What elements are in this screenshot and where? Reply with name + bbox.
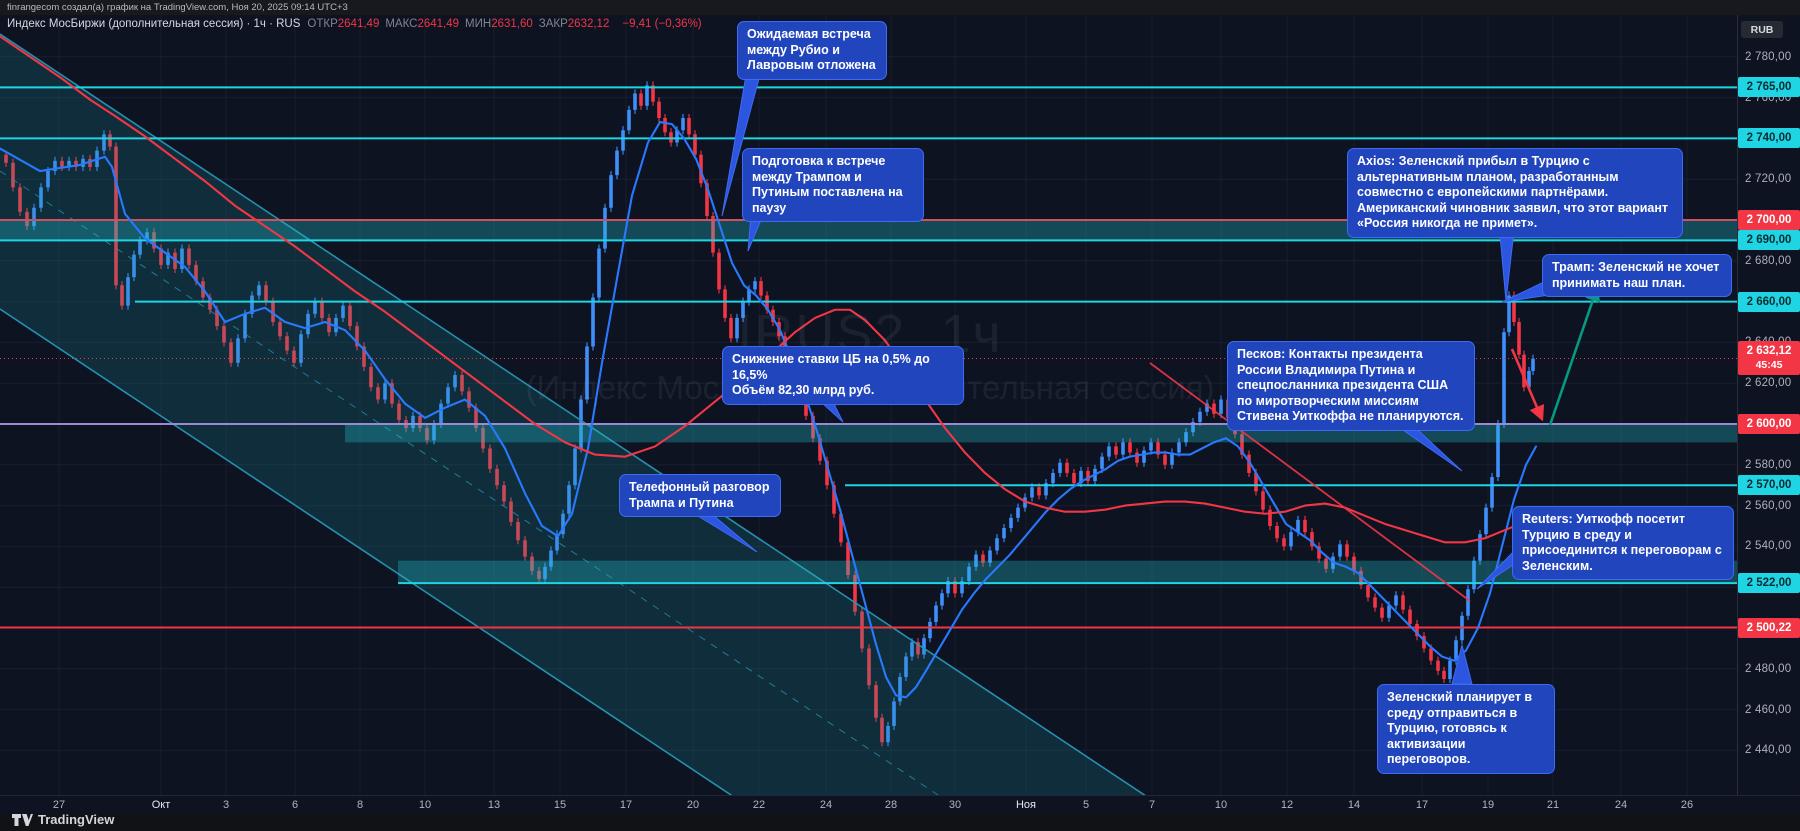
price-axis-label: 2 620,00 — [1745, 377, 1792, 390]
ohlc-label: ЗАКР — [538, 18, 568, 30]
time-axis-label: 21 — [1546, 799, 1560, 811]
bar-countdown: 45:45 — [1755, 359, 1783, 372]
news-callout-rubio[interactable]: Ожидаемая встреча между Рубио и Лавровым… — [737, 21, 887, 80]
price-axis-label: 2 480,00 — [1745, 662, 1792, 675]
price-axis-label: 2 560,00 — [1745, 499, 1792, 512]
projection-arrow-up[interactable] — [1548, 285, 1601, 426]
time-axis-label: 24 — [1614, 799, 1628, 811]
projection-arrow-down[interactable] — [1510, 348, 1545, 422]
time-axis-label: Ноя — [1015, 799, 1037, 811]
news-callout-reuters[interactable]: Reuters: Уиткофф посетит Турцию в среду … — [1512, 506, 1734, 580]
time-axis-label: 15 — [553, 799, 567, 811]
support-zone-2522[interactable] — [398, 560, 1737, 584]
time-axis-label: 20 — [686, 799, 700, 811]
price-level-badge-2522: 2 522,00 — [1738, 573, 1800, 594]
time-axis-label: 12 — [1280, 799, 1294, 811]
price-axis-label: 2 440,00 — [1745, 744, 1792, 757]
time-axis-label: 3 — [222, 799, 230, 811]
tradingview-logo-icon — [12, 813, 33, 826]
time-axis-label: 14 — [1347, 799, 1361, 811]
price-level-badge-2600: 2 600,00 — [1738, 414, 1800, 434]
time-axis-label: 30 — [948, 799, 962, 811]
share-info-text: finrangecom создал(а) график на TradingV… — [7, 2, 348, 13]
tradingview-logo-text: TradingView — [38, 812, 115, 827]
price-level-badge-2765: 2 765,00 — [1738, 77, 1800, 98]
time-axis-label: 5 — [1082, 799, 1090, 811]
currency-toggle-button[interactable]: RUB — [1741, 21, 1783, 38]
ohlc-value: 2641,49 — [417, 18, 460, 30]
change-value: −9,41 (−0,36%) — [622, 18, 702, 30]
time-axis-label: 17 — [619, 799, 633, 811]
current-price-value: 2 632,12 — [1746, 345, 1792, 358]
time-axis-label: 27 — [52, 799, 66, 811]
news-callout-pause[interactable]: Подготовка к встрече между Трампом и Пут… — [742, 148, 924, 222]
time-axis-label: 6 — [291, 799, 299, 811]
ohlc-values: ОТКР2641,49 МАКС2641,49 МИН2631,60 ЗАКР2632… — [307, 18, 615, 30]
support-zone-2591[interactable] — [345, 424, 1737, 443]
symbol-legend: Индекс МосБиржи (дополнительная сессия) … — [7, 18, 702, 30]
price-axis-label: 2 580,00 — [1745, 458, 1792, 471]
tradingview-logo[interactable]: TradingView — [12, 812, 114, 827]
current-price-badge: 2 632,12 45:45 — [1738, 341, 1800, 376]
news-callout-zelensky[interactable]: Зеленский планирует в среду отправиться … — [1377, 684, 1555, 774]
ohlc-value: 2632,12 — [567, 18, 610, 30]
axis-corner — [1737, 795, 1800, 815]
price-axis-label: 2 780,00 — [1745, 50, 1792, 63]
price-axis[interactable]: RUB 2 780,002 760,002 740,002 720,002 70… — [1737, 15, 1800, 795]
news-callout-axios[interactable]: Axios: Зеленский прибыл в Турцию с альте… — [1347, 148, 1683, 238]
ohlc-label: МИН — [465, 18, 492, 30]
price-chart-canvas — [0, 15, 1737, 795]
time-axis-label: 22 — [752, 799, 766, 811]
ma-fast-line — [0, 121, 1538, 699]
price-level-badge-2660: 2 660,00 — [1738, 291, 1800, 312]
time-axis-label: 10 — [418, 799, 432, 811]
descending-channel-fill[interactable] — [0, 34, 1170, 795]
news-callout-phone[interactable]: Телефонный разговор Трампа и Путина — [619, 474, 781, 517]
news-callout-peskov[interactable]: Песков: Контакты президента России Влади… — [1227, 341, 1475, 431]
time-axis-label: 7 — [1148, 799, 1156, 811]
time-axis-label: 10 — [1214, 799, 1228, 811]
time-axis-label: 8 — [356, 799, 364, 811]
time-axis-label: 28 — [884, 799, 898, 811]
ohlc-value: 2641,49 — [337, 18, 380, 30]
bottom-bar: TradingView — [0, 812, 1800, 831]
price-axis-label: 2 460,00 — [1745, 703, 1792, 716]
descending-trendline[interactable] — [1149, 362, 1471, 602]
ohlc-value: 2631,60 — [491, 18, 533, 30]
time-axis-label: 26 — [1680, 799, 1694, 811]
price-axis-label: 2 720,00 — [1745, 173, 1792, 186]
chart-pane[interactable]: Индекс МосБиржи (дополнительная сессия) … — [0, 15, 1737, 795]
time-axis-label: 24 — [819, 799, 833, 811]
price-level-badge-2740: 2 740,00 — [1738, 128, 1800, 149]
time-axis-label: 17 — [1415, 799, 1429, 811]
news-callout-trump[interactable]: Трамп: Зеленский не хочет принимать наш … — [1542, 254, 1732, 297]
time-axis-label: 19 — [1481, 799, 1495, 811]
symbol-title: Индекс МосБиржи (дополнительная сессия) … — [7, 18, 301, 30]
candlestick-series — [4, 81, 1535, 747]
price-level-badge-2690: 2 690,00 — [1738, 230, 1800, 251]
time-axis[interactable]: 27 Окт 3 6 8 10 13 15 17 20 22 24 28 30 Ноя 5 7 10 12 14 17 1… — [0, 795, 1737, 815]
ohlc-label: МАКС — [385, 18, 418, 30]
channel-bottom-line[interactable] — [0, 308, 740, 795]
price-axis-label: 2 540,00 — [1745, 540, 1792, 553]
time-axis-label: Окт — [151, 799, 171, 811]
price-level-badge-2570: 2 570,00 — [1738, 475, 1800, 496]
ohlc-label: ОТКР — [307, 18, 338, 30]
time-axis-label: 13 — [487, 799, 501, 811]
price-axis-label: 2 680,00 — [1745, 254, 1792, 267]
price-level-badge-2700: 2 700,00 — [1738, 210, 1800, 230]
price-level-badge-2500.22: 2 500,22 — [1738, 617, 1800, 638]
support-zone-2690[interactable] — [0, 220, 1737, 241]
news-callout-cb[interactable]: Снижение ставки ЦБ на 0,5% до 16,5% Объё… — [722, 346, 964, 405]
share-info-bar: finrangecom создал(а) график на TradingV… — [0, 0, 1800, 15]
